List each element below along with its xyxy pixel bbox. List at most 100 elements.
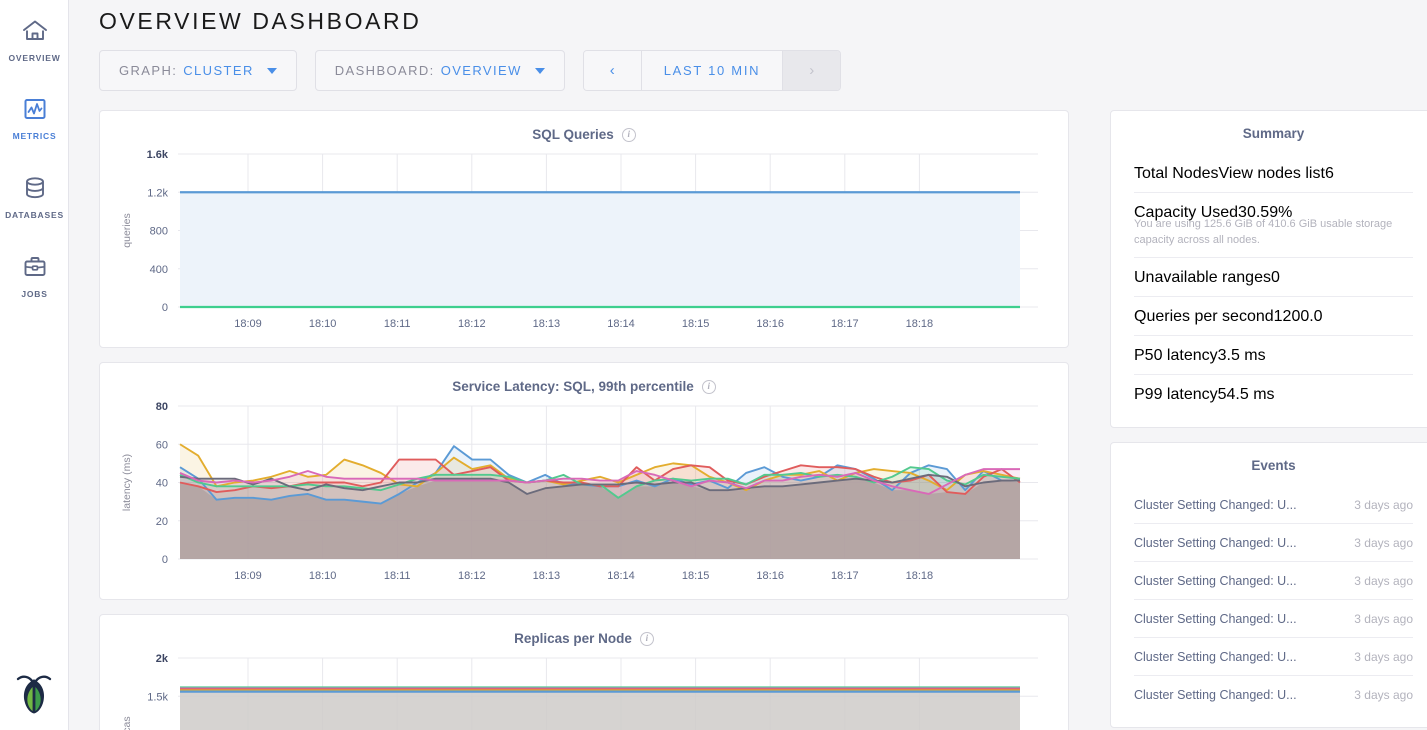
svg-text:18:14: 18:14 — [607, 318, 635, 330]
svg-text:0: 0 — [162, 302, 168, 314]
svg-text:18:13: 18:13 — [533, 570, 561, 582]
event-row[interactable]: Cluster Setting Changed: U... 3 days ago — [1134, 675, 1413, 713]
graph-selector-key: GRAPH: — [119, 63, 178, 78]
event-time: 3 days ago — [1354, 650, 1413, 665]
summary-row-value: 30.59% — [1238, 204, 1293, 221]
summary-rows: Total Nodes View nodes list 6 Capacity Used… — [1134, 154, 1413, 413]
summary-row: Queries per second 1200.0 — [1134, 296, 1413, 335]
summary-row-head: Queries per second 1200.0 — [1134, 308, 1413, 326]
svg-text:0: 0 — [162, 554, 168, 566]
svg-text:18:11: 18:11 — [384, 570, 411, 582]
dashboard-selector-key: DASHBOARD: — [334, 63, 435, 78]
event-time: 3 days ago — [1354, 498, 1413, 513]
sidebar-item-metrics[interactable]: METRICS — [0, 82, 69, 141]
metrics-icon — [22, 94, 48, 124]
svg-text:18:15: 18:15 — [682, 570, 710, 582]
summary-row-head: P50 latency 3.5 ms — [1134, 347, 1413, 365]
summary-row-label: P99 latency — [1134, 386, 1218, 404]
event-row[interactable]: Cluster Setting Changed: U... 3 days ago — [1134, 523, 1413, 561]
event-row[interactable]: Cluster Setting Changed: U... 3 days ago — [1134, 599, 1413, 637]
info-icon[interactable]: i — [621, 127, 636, 142]
svg-text:18:16: 18:16 — [756, 318, 784, 330]
chart-plot-sql-queries[interactable]: 0 400 800 1.2k 1.6k queries 18:09 18:10 18:11 18:… — [100, 142, 1068, 347]
graph-selector[interactable]: GRAPH: CLUSTER — [99, 50, 297, 91]
event-time: 3 days ago — [1354, 612, 1413, 627]
sidebar-item-jobs[interactable]: JOBS — [0, 240, 69, 299]
chart-title: SQL Queries — [532, 127, 614, 142]
summary-row: P50 latency 3.5 ms — [1134, 335, 1413, 374]
summary-row-label: Total Nodes — [1134, 165, 1219, 182]
svg-text:20: 20 — [156, 516, 168, 528]
svg-text:18:18: 18:18 — [906, 318, 934, 330]
sidebar-item-label: METRICS — [12, 131, 57, 141]
svg-text:40: 40 — [156, 478, 168, 490]
chart-title: Service Latency: SQL, 99th percentile — [452, 379, 694, 394]
summary-row-subtext: You are using 125.6 GiB of 410.6 GiB usa… — [1134, 218, 1393, 246]
summary-row: P99 latency 54.5 ms — [1134, 374, 1413, 413]
event-time: 3 days ago — [1354, 536, 1413, 551]
dashboard-toolbar: GRAPH: CLUSTER DASHBOARD: OVERVIEW ‹ LAS… — [99, 50, 842, 91]
chart-title-row: Service Latency: SQL, 99th percentile i — [100, 363, 1068, 394]
sidebar-item-databases[interactable]: DATABASES — [0, 161, 69, 220]
event-row[interactable]: Cluster Setting Changed: U... 3 days ago — [1134, 486, 1413, 523]
event-name: Cluster Setting Changed: U... — [1134, 536, 1297, 551]
main-content: OVERVIEW DASHBOARD GRAPH: CLUSTER DASHBO… — [69, 0, 1427, 730]
time-range-label[interactable]: LAST 10 MIN — [641, 51, 783, 90]
summary-row-value: 3.5 ms — [1217, 347, 1266, 365]
dashboard-selector-value: OVERVIEW — [440, 63, 522, 78]
svg-text:18:09: 18:09 — [234, 570, 262, 582]
info-icon[interactable]: i — [639, 631, 654, 646]
page-title: OVERVIEW DASHBOARD — [99, 8, 422, 34]
summary-row-label: Unavailable ranges — [1134, 269, 1271, 287]
svg-text:18:10: 18:10 — [309, 318, 337, 330]
event-time: 3 days ago — [1354, 688, 1413, 703]
dashboard-content: SQL Queries i 0 400 800 1.2k 1.6k queries 18:0… — [99, 110, 1427, 730]
summary-row: Capacity Used 30.59% You are using 125.6 G… — [1134, 192, 1413, 257]
summary-row-value: 54.5 ms — [1217, 386, 1275, 404]
time-range-prev-button[interactable]: ‹ — [583, 51, 642, 90]
briefcase-icon — [22, 252, 48, 282]
svg-text:18:17: 18:17 — [831, 570, 859, 582]
svg-text:800: 800 — [150, 226, 168, 238]
event-row[interactable]: Cluster Setting Changed: U... 3 days ago — [1134, 637, 1413, 675]
sidebar-item-label: OVERVIEW — [8, 53, 61, 63]
info-icon[interactable]: i — [701, 379, 716, 394]
summary-row-label: Queries per second — [1134, 308, 1274, 326]
chart-plot-service-latency[interactable]: 0 20 40 60 80 latency (ms) 18:09 18:10 18:11 18:1… — [100, 394, 1068, 599]
chart-title: Replicas per Node — [514, 631, 632, 646]
sidebar-item-overview[interactable]: OVERVIEW — [0, 4, 69, 63]
svg-text:400: 400 — [150, 264, 168, 276]
time-range-next-button[interactable]: › — [782, 51, 841, 90]
summary-title: Summary — [1242, 126, 1305, 141]
svg-text:18:09: 18:09 — [234, 318, 262, 330]
svg-text:60: 60 — [156, 439, 168, 451]
side-column: Summary Total Nodes View nodes list 6 Capac… — [1110, 110, 1427, 730]
summary-row: Unavailable ranges 0 — [1134, 257, 1413, 296]
summary-card: Summary Total Nodes View nodes list 6 Capac… — [1110, 110, 1427, 429]
svg-text:1.5k: 1.5k — [147, 691, 168, 703]
chart-card-sql-queries: SQL Queries i 0 400 800 1.2k 1.6k queries 18:0… — [99, 110, 1069, 348]
time-range-control: ‹ LAST 10 MIN › — [582, 50, 842, 91]
events-card: Events Cluster Setting Changed: U... 3 da… — [1110, 442, 1427, 729]
summary-row-head: Unavailable ranges 0 — [1134, 269, 1413, 287]
cockroachdb-logo[interactable] — [12, 669, 56, 722]
view-nodes-list-link[interactable]: View nodes list — [1218, 165, 1325, 182]
chart-plot-replicas-per-node[interactable]: 1.5k2kreplicas18:0918:1018:1118:1218:131… — [100, 646, 1068, 730]
svg-text:latency (ms): latency (ms) — [121, 454, 133, 511]
dashboard-selector[interactable]: DASHBOARD: OVERVIEW — [314, 50, 565, 91]
chart-card-replicas-per-node: Replicas per Node i 1.5k2kreplicas18:091… — [99, 614, 1069, 730]
svg-text:18:16: 18:16 — [756, 570, 784, 582]
database-icon — [22, 173, 48, 203]
event-name: Cluster Setting Changed: U... — [1134, 574, 1297, 589]
chart-title-row: SQL Queries i — [100, 111, 1068, 142]
summary-row-head: Total Nodes View nodes list 6 — [1134, 165, 1413, 183]
summary-row-label: P50 latency — [1134, 347, 1218, 365]
svg-text:replicas: replicas — [121, 716, 133, 730]
svg-text:80: 80 — [156, 401, 168, 413]
event-name: Cluster Setting Changed: U... — [1134, 612, 1297, 627]
svg-text:18:12: 18:12 — [458, 318, 486, 330]
chevron-down-icon — [534, 67, 545, 74]
event-row[interactable]: Cluster Setting Changed: U... 3 days ago — [1134, 561, 1413, 599]
chart-title-row: Replicas per Node i — [100, 615, 1068, 646]
event-name: Cluster Setting Changed: U... — [1134, 650, 1297, 665]
